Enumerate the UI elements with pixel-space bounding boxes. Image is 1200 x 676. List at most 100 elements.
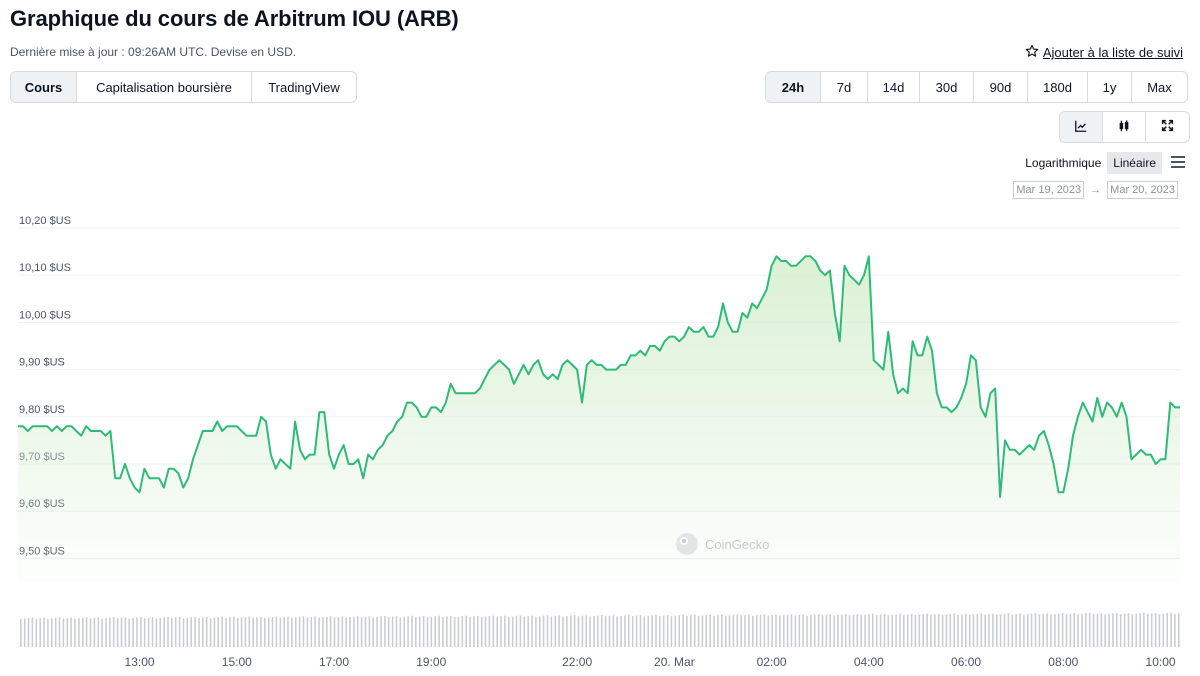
volume-bar xyxy=(1027,614,1029,647)
volume-bar xyxy=(922,614,924,647)
star-outline-icon xyxy=(1025,44,1039,61)
volume-bar xyxy=(155,618,158,647)
range-90d[interactable]: 90d xyxy=(974,72,1028,102)
add-to-watchlist-link[interactable]: Ajouter à la liste de suivi xyxy=(1025,44,1183,61)
volume-bar xyxy=(391,616,394,647)
volume-bar xyxy=(783,615,785,647)
volume-bar xyxy=(380,616,382,647)
volume-bar xyxy=(527,616,529,647)
volume-bar xyxy=(395,616,398,647)
volume-bar xyxy=(813,614,816,647)
volume-bar xyxy=(446,616,448,647)
volume-bar xyxy=(368,616,371,647)
volume-bar xyxy=(190,617,192,647)
volume-bars xyxy=(20,612,1180,648)
volume-bar xyxy=(376,617,378,647)
tab-tradingview[interactable]: TradingView xyxy=(268,79,340,95)
price-chart[interactable]: 10,20 $US 10,10 $US 10,00 $US 9,90 $US 9,80 … xyxy=(0,210,1200,676)
volume-bar xyxy=(407,616,409,647)
date-from-input[interactable]: Mar 19, 2023 xyxy=(1013,181,1085,199)
date-range-inputs: Mar 19, 2023 → Mar 20, 2023 xyxy=(1013,181,1178,199)
volume-bar xyxy=(891,614,893,647)
x-tick-label: 20. Mar xyxy=(654,655,695,669)
volume-bar xyxy=(418,616,421,647)
date-to-input[interactable]: Mar 20, 2023 xyxy=(1107,181,1178,199)
fullscreen-button[interactable] xyxy=(1146,112,1189,142)
volume-bar xyxy=(267,617,270,647)
volume-bar xyxy=(244,617,247,647)
volume-bar xyxy=(240,617,243,647)
range-1y[interactable]: 1y xyxy=(1088,72,1132,102)
date-range-arrow: → xyxy=(1090,184,1102,196)
volume-bar xyxy=(566,616,568,647)
volume-bar xyxy=(682,614,684,647)
volume-bar xyxy=(66,618,69,647)
volume-bar xyxy=(124,617,127,647)
volume-bar xyxy=(937,613,940,647)
volume-bar xyxy=(690,615,692,647)
range-24h[interactable]: 24h xyxy=(766,72,821,102)
volume-bar xyxy=(120,617,123,647)
volume-bar xyxy=(252,617,254,647)
scale-logarithmic-option[interactable]: Logarithmique xyxy=(1025,156,1102,170)
volume-bar xyxy=(469,616,471,647)
volume-bar xyxy=(283,617,285,647)
volume-bar xyxy=(546,615,549,647)
volume-bar xyxy=(899,613,901,647)
volume-bar xyxy=(415,617,417,647)
range-max[interactable]: Max xyxy=(1147,79,1172,95)
volume-bar xyxy=(639,615,642,647)
range-30d[interactable]: 30d xyxy=(920,72,974,102)
volume-bar xyxy=(755,615,758,647)
volume-bar xyxy=(957,614,959,647)
tab-price[interactable]: Cours xyxy=(11,72,77,102)
line-chart-button[interactable] xyxy=(1060,112,1103,142)
x-tick-label: 10:00 xyxy=(1146,655,1176,669)
volume-bar xyxy=(326,616,328,647)
range-180d[interactable]: 180d xyxy=(1028,72,1088,102)
range-14d[interactable]: 14d xyxy=(868,72,920,102)
volume-bar xyxy=(260,616,262,647)
volume-bar xyxy=(488,616,491,647)
volume-bar xyxy=(701,615,704,647)
volume-bar xyxy=(573,615,576,647)
volume-bar xyxy=(608,615,611,647)
volume-bar xyxy=(794,615,797,647)
volume-bar xyxy=(717,615,719,647)
volume-bar xyxy=(759,614,762,647)
volume-bar xyxy=(659,616,661,647)
volume-bar xyxy=(1154,612,1157,647)
volume-bar xyxy=(1011,614,1014,647)
volume-bar xyxy=(178,617,181,647)
y-tick-label: 10,10 $US xyxy=(19,262,71,274)
volume-bar xyxy=(531,615,533,647)
volume-bar xyxy=(763,614,766,647)
volume-bar xyxy=(872,613,874,647)
volume-bar xyxy=(500,616,502,647)
y-tick-label: 9,90 $US xyxy=(19,357,65,369)
volume-bar xyxy=(333,617,336,647)
volume-bar xyxy=(62,618,65,647)
range-7d[interactable]: 7d xyxy=(821,72,868,102)
tab-market-cap[interactable]: Capitalisation boursière xyxy=(77,72,252,102)
y-tick-label: 10,20 $US xyxy=(19,215,71,227)
volume-bar xyxy=(600,615,603,647)
scale-linear-option[interactable]: Linéaire xyxy=(1107,152,1162,174)
volume-bar xyxy=(1088,612,1091,647)
volume-bar xyxy=(314,616,316,647)
volume-bar xyxy=(941,615,944,647)
volume-bar xyxy=(965,613,967,647)
volume-bar xyxy=(821,615,824,647)
volume-bar xyxy=(225,617,227,647)
price-area-fill xyxy=(18,256,1180,582)
volume-bar xyxy=(844,613,847,647)
chart-menu-button[interactable] xyxy=(1170,155,1186,172)
volume-bar xyxy=(271,616,274,647)
chart-view-toggle xyxy=(1059,111,1190,143)
volume-bar xyxy=(1166,613,1168,647)
last-updated-text: Dernière mise à jour : 09:26AM UTC. Devi… xyxy=(10,45,297,59)
volume-bar xyxy=(535,616,537,647)
volume-bar xyxy=(151,617,154,647)
candlestick-button[interactable] xyxy=(1103,112,1146,142)
volume-bar xyxy=(360,617,363,647)
